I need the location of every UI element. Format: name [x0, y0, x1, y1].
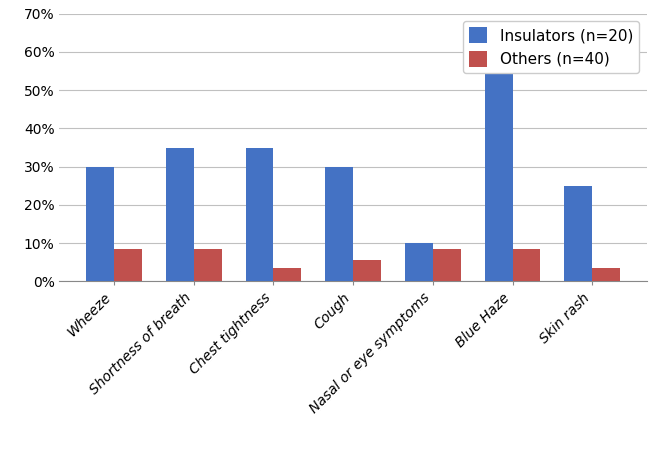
- Bar: [86, 167, 114, 281]
- Bar: [564, 186, 592, 281]
- Bar: [433, 249, 461, 281]
- Bar: [592, 268, 620, 281]
- Legend: Insulators (n=20), Others (n=40): Insulators (n=20), Others (n=40): [463, 21, 639, 73]
- Bar: [405, 243, 433, 281]
- Bar: [273, 268, 302, 281]
- Bar: [166, 148, 193, 281]
- Bar: [484, 33, 513, 281]
- Bar: [193, 249, 222, 281]
- Bar: [513, 249, 541, 281]
- Bar: [325, 167, 353, 281]
- Bar: [246, 148, 273, 281]
- Bar: [353, 261, 381, 281]
- Bar: [114, 249, 142, 281]
